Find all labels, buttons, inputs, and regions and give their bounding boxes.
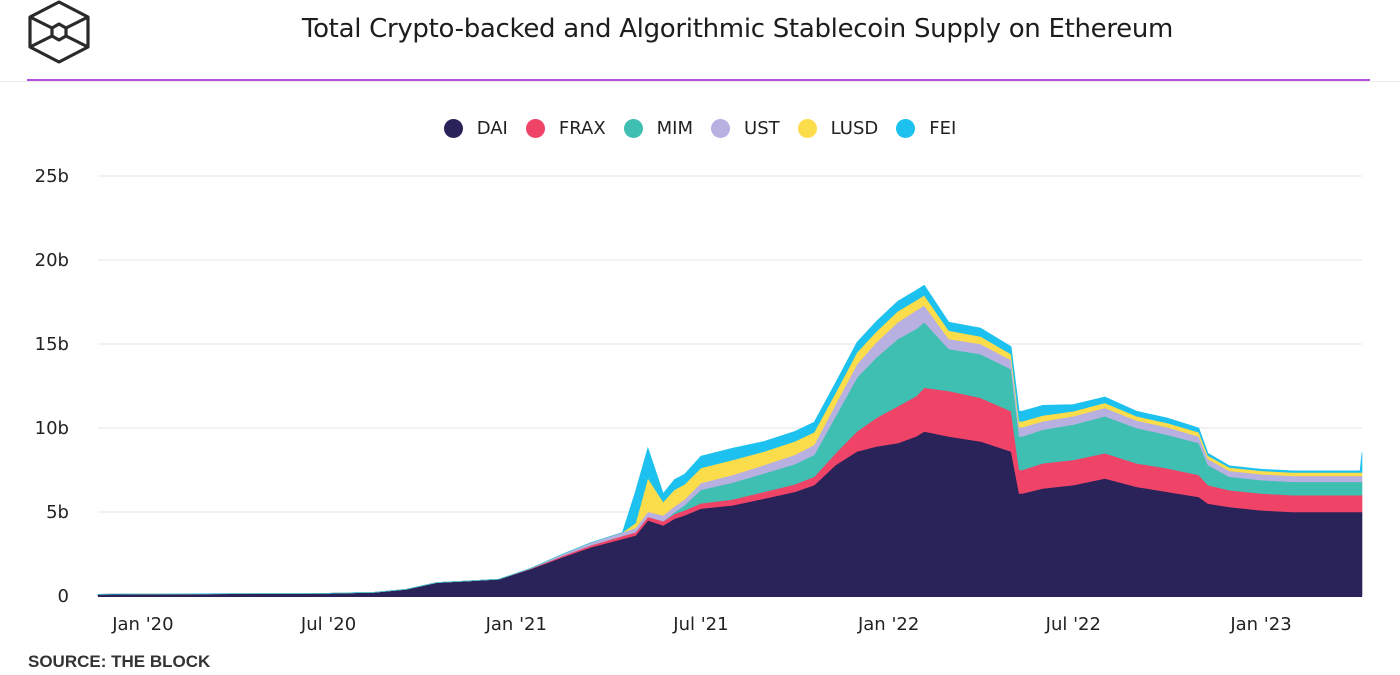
legend-label: MIM [656,118,694,139]
chart-title: Total Crypto-backed and Algorithmic Stab… [301,14,1174,44]
legend-swatch-icon [525,119,545,138]
legend-label: FRAX [558,118,606,139]
x-tick-label: Jul '21 [672,614,728,635]
y-tick-label: 25b [35,166,69,187]
area-series-fei [97,284,1363,595]
legend-swatch-icon [711,119,731,138]
y-tick-label: 5b [46,502,69,523]
x-tick-label: Jul '22 [1045,614,1101,635]
chart-legend: DAI FRAX MIM UST LUSD FEI [0,118,1400,139]
y-tick-label: 20b [35,250,69,271]
x-tick-label: Jul '20 [300,614,356,635]
legend-label: LUSD [830,118,879,139]
the-block-logo-icon [28,0,90,64]
legend-swatch-icon [896,119,916,138]
legend-label: FEI [929,118,957,139]
source-caption: SOURCE: THE BLOCK [28,652,211,671]
legend-item-ust[interactable]: UST [711,118,780,139]
legend-swatch-icon [443,119,463,138]
y-tick-label: 15b [35,334,69,355]
legend-item-fei[interactable]: FEI [896,118,956,139]
legend-item-mim[interactable]: MIM [623,118,694,139]
x-axis-ticks: Jan '20 Jul '20 Jan '21 Jul '21 Jan '22 Jul '… [111,614,1291,635]
x-tick-label: Jan '23 [1229,614,1291,635]
legend-item-dai[interactable]: DAI [443,118,508,139]
x-tick-label: Jan '21 [485,614,547,635]
x-tick-label: Jan '20 [111,614,173,635]
area-series [97,284,1363,597]
header-divider [0,81,1400,82]
y-axis-ticks: 0 5b 10b 15b 20b 25b [35,166,69,607]
legend-item-lusd[interactable]: LUSD [797,118,879,139]
y-tick-label: 10b [35,418,69,439]
legend-swatch-icon [623,119,643,138]
accent-divider [27,79,1370,81]
y-tick-label: 0 [58,586,69,607]
legend-label: UST [744,118,780,139]
legend-swatch-icon [797,119,817,138]
x-tick-label: Jan '22 [857,614,919,635]
legend-item-frax[interactable]: FRAX [525,118,606,139]
legend-label: DAI [476,118,508,139]
